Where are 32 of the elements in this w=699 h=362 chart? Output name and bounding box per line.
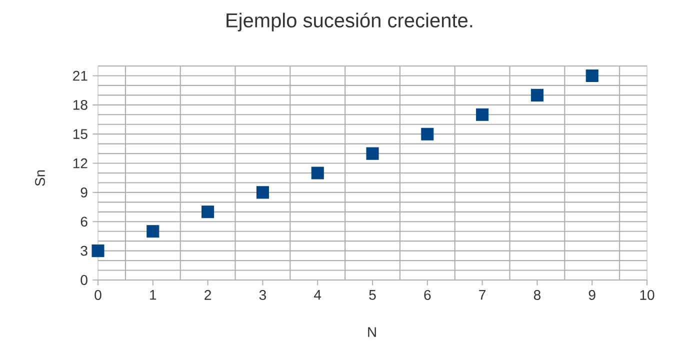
point bbox=[421, 128, 434, 140]
x-tick-label: 7 bbox=[479, 290, 486, 300]
y-tick-label: 12 bbox=[73, 158, 88, 168]
point bbox=[311, 166, 324, 180]
x-tick-label: 4 bbox=[314, 290, 322, 300]
x-tick-label: 10 bbox=[640, 290, 654, 300]
point bbox=[256, 186, 269, 199]
point bbox=[530, 88, 544, 102]
y-axis-title: Sn bbox=[35, 170, 45, 186]
chart-title: Ejemplo sucesión creciente. bbox=[226, 12, 472, 32]
x-tick-label: 9 bbox=[588, 290, 596, 300]
x-tick-label: 5 bbox=[369, 290, 376, 300]
x-tick-label: 0 bbox=[94, 290, 102, 300]
point bbox=[366, 147, 379, 160]
y-tick-label: 15 bbox=[73, 129, 88, 139]
point bbox=[202, 206, 214, 218]
x-tick-label: 3 bbox=[259, 290, 266, 300]
point bbox=[476, 108, 489, 121]
y-tick-label: 21 bbox=[73, 70, 88, 81]
point bbox=[92, 244, 104, 258]
x-tick-label: 8 bbox=[534, 290, 540, 300]
y-tick-label: 6 bbox=[80, 216, 88, 227]
y-tick-label: 18 bbox=[73, 100, 88, 110]
y-tick-label: 0 bbox=[80, 275, 88, 285]
point bbox=[146, 225, 160, 238]
x-tick-label: 1 bbox=[150, 290, 156, 300]
x-axis-title: N bbox=[368, 327, 376, 337]
y-tick-label: 3 bbox=[80, 246, 88, 256]
x-tick-label: 6 bbox=[424, 290, 431, 300]
y-tick-label: 9 bbox=[80, 188, 88, 198]
x-tick-label: 2 bbox=[204, 290, 211, 300]
point bbox=[586, 69, 598, 82]
